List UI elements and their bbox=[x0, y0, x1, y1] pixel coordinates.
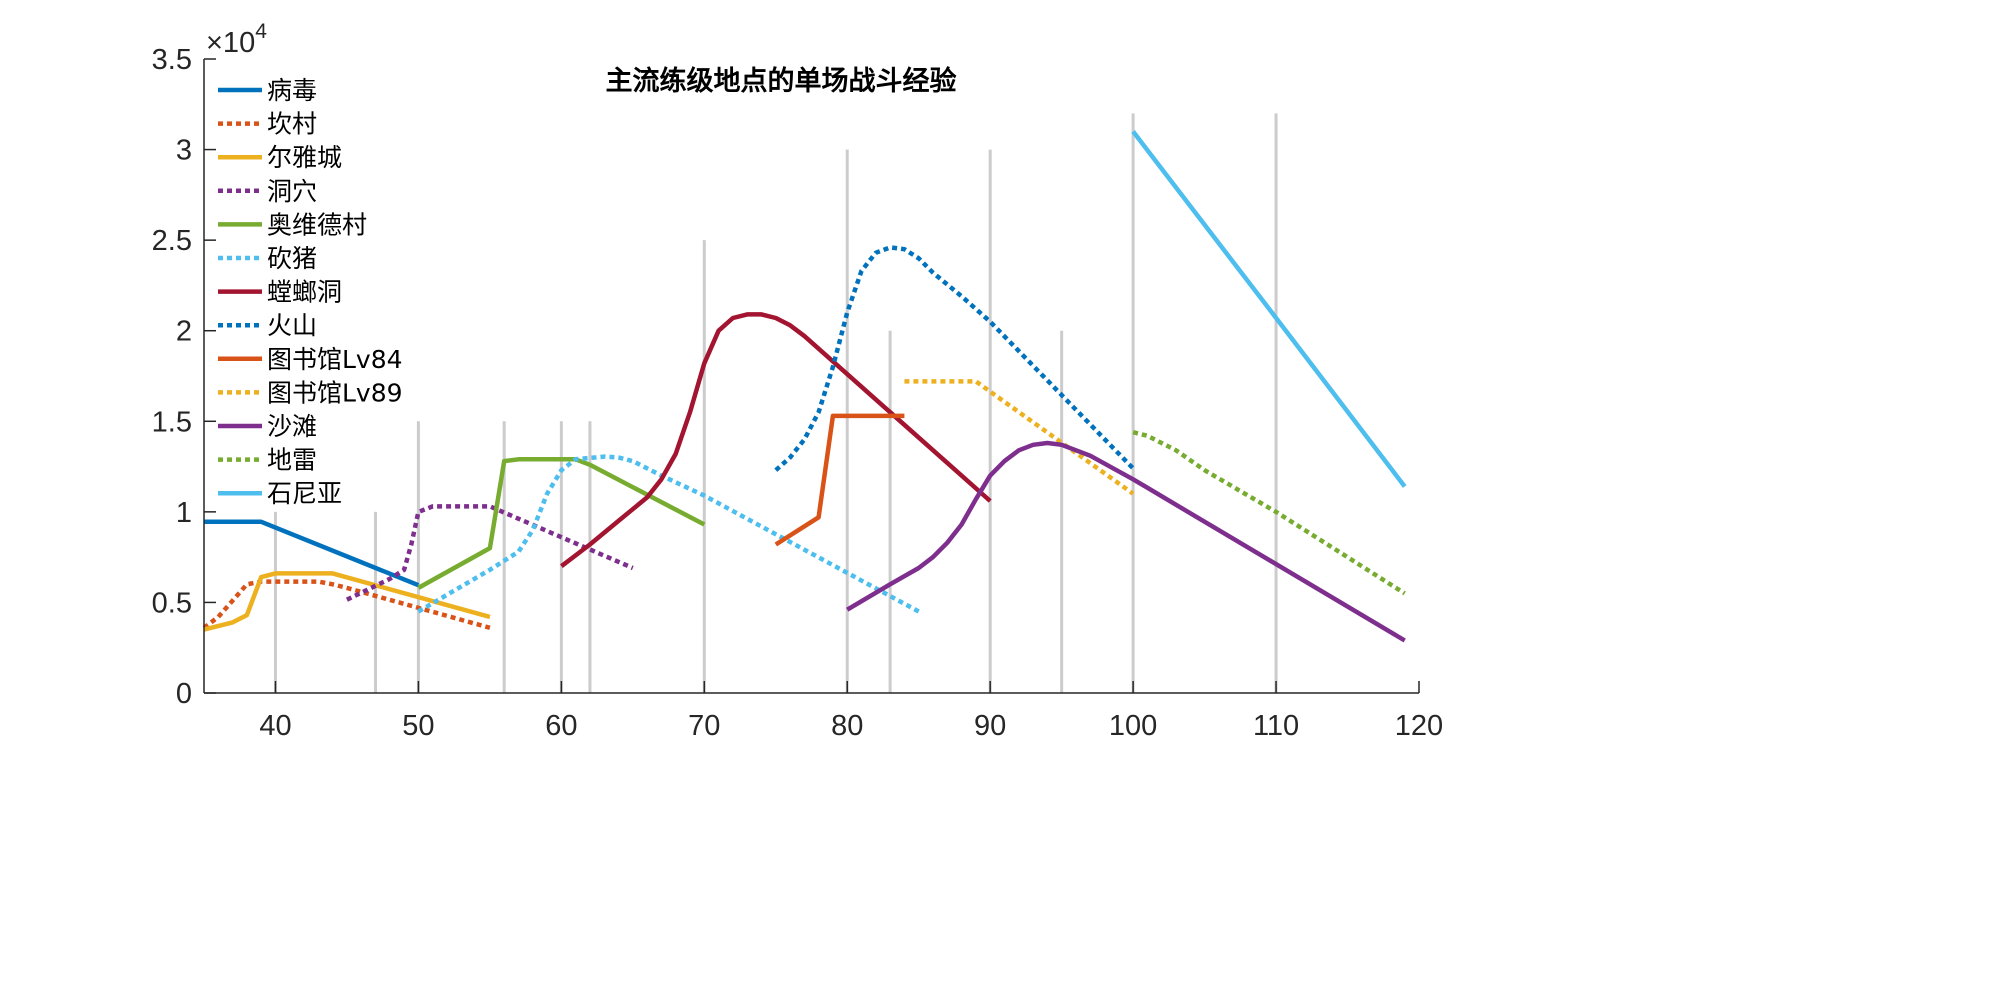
legend-item: 奥维德村 bbox=[218, 210, 367, 239]
legend-item: 图书馆Lv84 bbox=[218, 345, 403, 374]
x-tick-label: 100 bbox=[1109, 710, 1157, 742]
legend-label: 沙滩 bbox=[267, 412, 317, 441]
legend-item: 图书馆Lv89 bbox=[218, 378, 403, 407]
legend-label: 病毒 bbox=[267, 76, 317, 105]
y-tick-label: 0.5 bbox=[152, 587, 192, 619]
x-tick-label: 70 bbox=[688, 710, 720, 742]
x-tick-label: 40 bbox=[259, 710, 291, 742]
y-exponent-power: 4 bbox=[255, 20, 267, 43]
series-line bbox=[204, 519, 420, 588]
legend-label: 砍猪 bbox=[267, 244, 317, 273]
series-line bbox=[904, 379, 1135, 496]
legend-label: 图书馆Lv84 bbox=[267, 345, 403, 374]
series-line bbox=[1132, 430, 1406, 596]
legend-label: 坎村 bbox=[267, 110, 317, 139]
series-line bbox=[560, 312, 992, 568]
legend-label: 尔雅城 bbox=[267, 143, 342, 172]
legend-label: 螳螂洞 bbox=[267, 278, 342, 307]
x-tick-label: 90 bbox=[974, 710, 1006, 742]
y-tick-label: 3.5 bbox=[152, 44, 192, 76]
x-tick-label: 60 bbox=[545, 710, 577, 742]
series-line bbox=[1131, 130, 1407, 488]
legend-item: 病毒 bbox=[218, 76, 317, 105]
legend-item: 砍猪 bbox=[218, 244, 317, 273]
y-tick-label: 2.5 bbox=[152, 225, 192, 257]
x-tick-label: 80 bbox=[831, 710, 863, 742]
legend-item: 地雷 bbox=[218, 446, 317, 475]
legend-label: 火山 bbox=[267, 311, 317, 340]
axes: 40 50 60 70 80 90 100 110 120 0 0.5 1 1.5 2 2.5 3 3.5 ×10… bbox=[152, 20, 1444, 742]
y-tick-label: 0 bbox=[176, 678, 192, 710]
legend-item: 螳螂洞 bbox=[218, 278, 342, 307]
legend-label: 地雷 bbox=[267, 446, 317, 475]
legend-item: 石尼亚 bbox=[218, 479, 342, 508]
legend-label: 洞穴 bbox=[267, 177, 317, 206]
y-exponent-base: ×10 bbox=[206, 27, 255, 59]
series-lines bbox=[202, 130, 1407, 643]
legend-label: 石尼亚 bbox=[267, 479, 342, 508]
series-line bbox=[203, 571, 491, 632]
y-tick-label: 1 bbox=[176, 497, 192, 529]
x-tick-label: 110 bbox=[1253, 710, 1299, 742]
legend-item: 洞穴 bbox=[218, 177, 317, 206]
series-line bbox=[774, 413, 905, 547]
legend-item: 坎村 bbox=[218, 110, 317, 139]
legend-label: 图书馆Lv89 bbox=[267, 378, 403, 407]
legend-item: 尔雅城 bbox=[218, 143, 342, 172]
legend-item: 火山 bbox=[218, 311, 317, 340]
legend-item: 沙滩 bbox=[218, 412, 317, 441]
x-tick-label: 50 bbox=[402, 710, 434, 742]
legend-label: 奥维德村 bbox=[267, 210, 367, 239]
series-line bbox=[417, 457, 706, 590]
series-line bbox=[774, 245, 1135, 472]
chart-title: 主流练级地点的单场战斗经验 bbox=[606, 65, 957, 97]
y-exponent-label: ×104 bbox=[206, 20, 267, 59]
y-tick-label: 3 bbox=[176, 135, 192, 167]
series-line bbox=[846, 440, 1406, 643]
x-tick-label: 120 bbox=[1395, 710, 1443, 742]
y-tick-label: 2 bbox=[176, 316, 192, 348]
y-tick-label: 1.5 bbox=[152, 406, 192, 438]
reference-lines bbox=[273, 113, 1278, 693]
